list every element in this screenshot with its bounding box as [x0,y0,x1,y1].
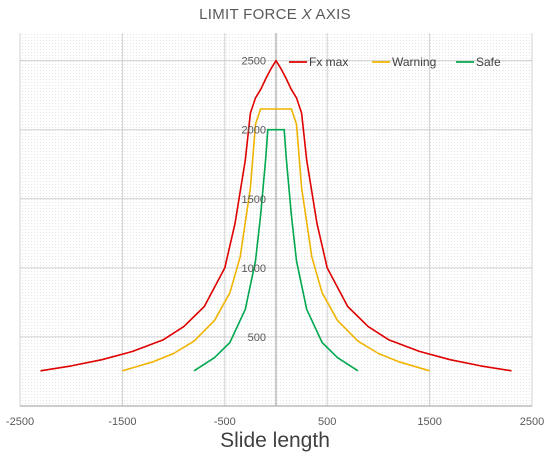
legend: Fx max Warning Safe [289,55,501,69]
y-tick-label: 500 [248,332,266,344]
x-tick-labels: -2500 -1500 -500 500 1500 2500 [6,416,544,428]
x-tick-label: -2500 [6,416,34,428]
legend-label: Fx max [309,55,348,69]
x-tick-label: 500 [318,416,336,428]
legend-label: Warning [392,55,436,69]
x-tick-label: 1500 [417,416,441,428]
series-layer [40,59,512,372]
legend-entry: Fx max [289,55,348,69]
series-line-fx-max [40,59,512,372]
y-tick-label: 2500 [242,56,266,68]
legend-label: Safe [476,55,501,69]
legend-entry: Warning [372,55,436,69]
x-tick-label: -1500 [108,416,136,428]
axes [20,33,532,407]
y-tick-label: 1500 [242,194,266,206]
chart-title: LIMIT FORCE X AXIS [199,6,351,23]
x-tick-label: 2500 [520,416,544,428]
x-axis-label: Slide length [220,429,330,452]
grid-x [19,33,533,406]
y-tick-labels: 500 1000 1500 2000 2500 [242,56,266,344]
y-tick-label: 2000 [242,125,266,137]
x-tick-label: -500 [214,416,236,428]
series-line-safe [193,128,359,372]
y-tick-label: 1000 [242,263,266,275]
series-line-warning [122,108,430,372]
legend-entry: Safe [456,55,501,69]
